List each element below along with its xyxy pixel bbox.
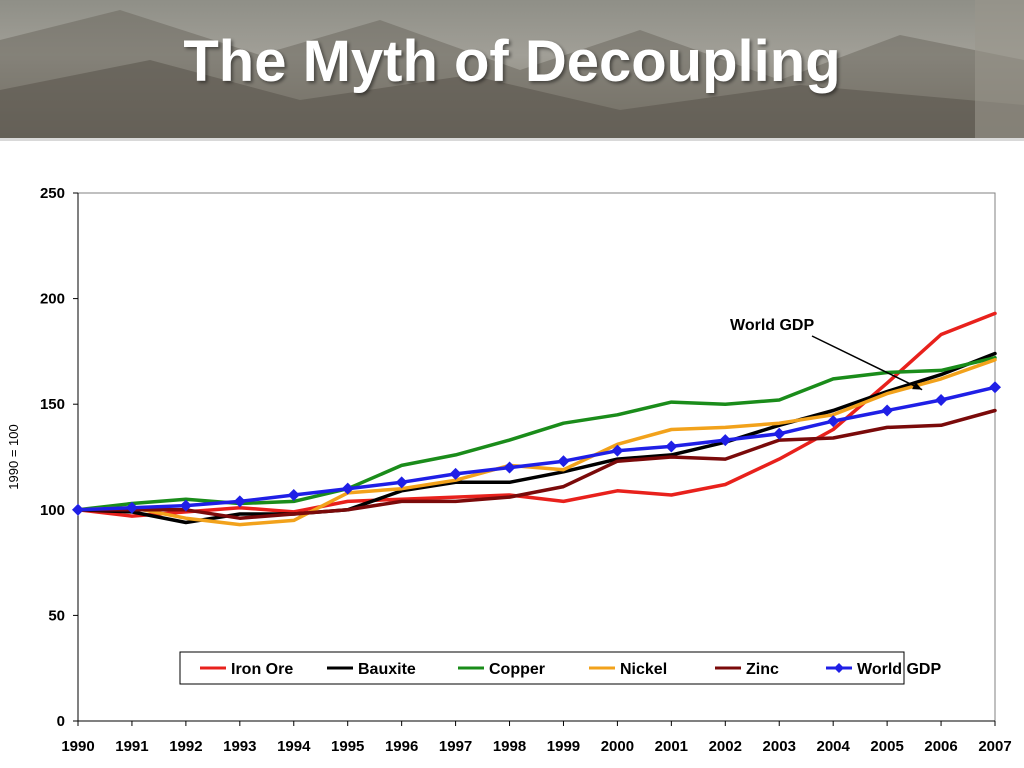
y-tick-label: 50 — [48, 607, 65, 624]
title-banner — [0, 0, 1024, 138]
chart-annotation: World GDP — [730, 317, 923, 391]
x-tick-label: 1997 — [439, 738, 472, 755]
data-point-world-gdp — [881, 404, 894, 417]
slide-title: The Myth of Decoupling — [183, 29, 841, 94]
mountain-backdrop — [0, 0, 1024, 138]
y-axis-title: 1990 = 100 — [6, 424, 21, 489]
data-point-world-gdp — [989, 381, 1001, 394]
data-point-world-gdp — [935, 393, 948, 406]
series-line-iron-ore — [76, 311, 997, 518]
data-point-world-gdp — [827, 415, 840, 428]
data-point-world-gdp — [72, 503, 84, 516]
x-tick-label: 2000 — [601, 738, 634, 755]
annotation-label: World GDP — [730, 317, 814, 334]
legend-label-copper: Copper — [489, 661, 545, 678]
y-tick-label: 0 — [57, 713, 65, 730]
chart-series — [72, 311, 1001, 527]
data-point-world-gdp — [341, 482, 354, 495]
data-point-world-gdp — [557, 455, 570, 468]
legend-label-zinc: Zinc — [746, 661, 779, 678]
y-tick-label: 150 — [40, 396, 65, 413]
x-tick-label: 2002 — [709, 738, 742, 755]
series-line-world-gdp — [76, 385, 997, 512]
data-point-world-gdp — [395, 476, 408, 489]
plot-area-border — [77, 192, 996, 722]
y-tick-label: 100 — [40, 502, 65, 519]
legend-marker-world-gdp — [834, 663, 844, 673]
arrowhead-icon — [912, 382, 923, 390]
data-point-world-gdp — [125, 501, 138, 514]
data-point-world-gdp — [611, 444, 624, 457]
x-tick-label: 1995 — [331, 738, 364, 755]
x-tick-label: 1991 — [115, 738, 148, 755]
x-tick-label: 1994 — [277, 738, 311, 755]
x-tick-label: 2005 — [870, 738, 903, 755]
y-tick-label: 250 — [40, 185, 65, 202]
x-tick-label: 2006 — [924, 738, 957, 755]
data-point-world-gdp — [179, 499, 192, 512]
x-tick-label: 1996 — [385, 738, 418, 755]
data-point-world-gdp — [719, 434, 732, 447]
chart-legend: Iron Ore Bauxite Copper Nickel Zinc World GDP — [179, 651, 941, 685]
x-tick-label: 2003 — [763, 738, 796, 755]
series-line-zinc — [76, 408, 997, 520]
x-tick-label: 1998 — [493, 738, 526, 755]
banner-divider — [0, 138, 1024, 141]
legend-label-world-gdp: World GDP — [857, 661, 941, 678]
series-line-nickel — [76, 358, 997, 527]
legend-label-nickel: Nickel — [620, 661, 667, 678]
x-tick-label: 2007 — [978, 738, 1011, 755]
y-tick-label: 200 — [40, 291, 65, 308]
annotation-arrow-line — [811, 335, 923, 391]
data-point-world-gdp — [503, 461, 516, 474]
x-tick-label: 1993 — [223, 738, 256, 755]
data-point-world-gdp — [665, 440, 678, 453]
legend-label-iron-ore: Iron Ore — [231, 661, 293, 678]
x-tick-label: 2001 — [655, 738, 688, 755]
data-point-world-gdp — [773, 427, 786, 440]
legend-label-bauxite: Bauxite — [358, 661, 416, 678]
x-tick-label: 1992 — [169, 738, 202, 755]
chart-axes: 0 50 100 150 200 250 1990 1991 1992 1993 1994 1995 1… — [6, 185, 1012, 755]
data-point-world-gdp — [233, 495, 246, 508]
x-tick-label: 2004 — [816, 738, 850, 755]
data-point-world-gdp — [449, 467, 462, 480]
x-tick-label: 1990 — [61, 738, 94, 755]
data-point-world-gdp — [287, 489, 300, 502]
legend-box — [179, 651, 905, 685]
x-tick-label: 1999 — [547, 738, 580, 755]
